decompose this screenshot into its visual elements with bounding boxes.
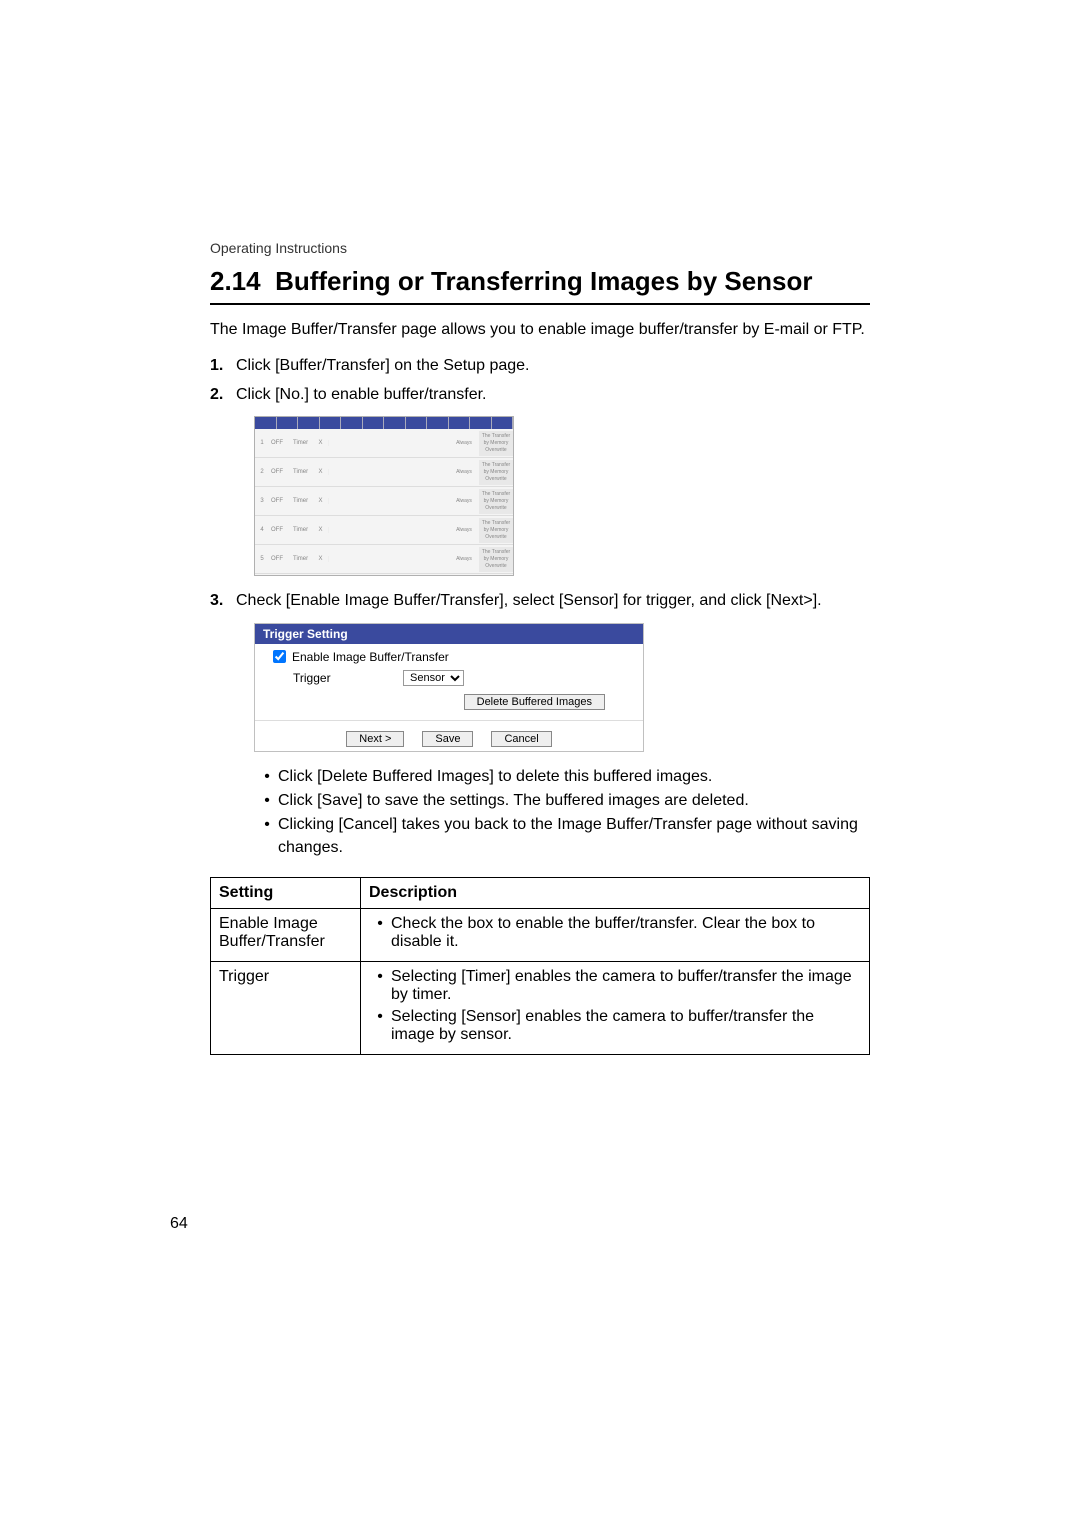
step-3-number: 3. <box>210 590 236 612</box>
section-number: 2.14 <box>210 266 261 296</box>
save-button[interactable]: Save <box>422 731 473 747</box>
step-1-text: Click [Buffer/Transfer] on the Setup pag… <box>236 355 870 377</box>
table-row: Enable Image Buffer/Transfer •Check the … <box>211 909 870 962</box>
cancel-button[interactable]: Cancel <box>491 731 551 747</box>
page-number: 64 <box>170 1215 870 1233</box>
title-divider <box>210 303 870 305</box>
figure-buffer-list: 1OFFTimerXAlwaysThe Transfer by Memory O… <box>254 416 870 576</box>
delete-buffered-images-button[interactable]: Delete Buffered Images <box>464 694 605 710</box>
note-1: •Click [Delete Buffered Images] to delet… <box>256 766 870 788</box>
note-2-text: Click [Save] to save the settings. The b… <box>278 790 870 812</box>
step-2-number: 2. <box>210 384 236 406</box>
figure-trigger-setting: Trigger Setting Enable Image Buffer/Tran… <box>254 623 870 752</box>
section-title-text: Buffering or Transferring Images by Sens… <box>275 266 812 296</box>
cell-desc-enable: •Check the box to enable the buffer/tran… <box>361 909 870 962</box>
note-3-text: Clicking [Cancel] takes you back to the … <box>278 814 870 859</box>
figure1-row: 5OFFTimerXAlwaysThe Transfer by Memory O… <box>255 545 513 574</box>
cell-desc-trigger-sensor: Selecting [Sensor] enables the camera to… <box>391 1008 861 1044</box>
cell-setting-enable: Enable Image Buffer/Transfer <box>211 909 361 962</box>
step-1-number: 1. <box>210 355 236 377</box>
next-button[interactable]: Next > <box>346 731 404 747</box>
enable-buffer-checkbox[interactable] <box>273 650 286 663</box>
table-header-setting: Setting <box>211 878 361 909</box>
step-2: 2. Click [No.] to enable buffer/transfer… <box>210 384 870 406</box>
step-3: 3. Check [Enable Image Buffer/Transfer],… <box>210 590 870 612</box>
note-3: •Clicking [Cancel] takes you back to the… <box>256 814 870 859</box>
note-1-text: Click [Delete Buffered Images] to delete… <box>278 766 870 788</box>
table-row: Trigger •Selecting [Timer] enables the c… <box>211 962 870 1055</box>
figure1-row: 3OFFTimerXAlwaysThe Transfer by Memory O… <box>255 487 513 516</box>
note-2: •Click [Save] to save the settings. The … <box>256 790 870 812</box>
notes-list: •Click [Delete Buffered Images] to delet… <box>210 766 870 860</box>
settings-description-table: Setting Description Enable Image Buffer/… <box>210 877 870 1055</box>
intro-text: The Image Buffer/Transfer page allows yo… <box>210 319 870 341</box>
step-1: 1. Click [Buffer/Transfer] on the Setup … <box>210 355 870 377</box>
cell-desc-enable-text: Check the box to enable the buffer/trans… <box>391 915 861 951</box>
header-label: Operating Instructions <box>210 240 870 256</box>
trigger-setting-title: Trigger Setting <box>255 624 643 644</box>
step-2-text: Click [No.] to enable buffer/transfer. <box>236 384 870 406</box>
section-title: 2.14 Buffering or Transferring Images by… <box>210 266 870 297</box>
trigger-label: Trigger <box>293 671 403 685</box>
figure1-row: 2OFFTimerXAlwaysThe Transfer by Memory O… <box>255 458 513 487</box>
cell-desc-trigger-timer: Selecting [Timer] enables the camera to … <box>391 968 861 1004</box>
cell-setting-trigger: Trigger <box>211 962 361 1055</box>
figure1-row: 4OFFTimerXAlwaysThe Transfer by Memory O… <box>255 516 513 545</box>
cell-desc-trigger: •Selecting [Timer] enables the camera to… <box>361 962 870 1055</box>
figure1-row: 1OFFTimerXAlwaysThe Transfer by Memory O… <box>255 429 513 458</box>
step-3-text: Check [Enable Image Buffer/Transfer], se… <box>236 590 870 612</box>
enable-buffer-label: Enable Image Buffer/Transfer <box>292 650 449 664</box>
table-header-description: Description <box>361 878 870 909</box>
trigger-select[interactable]: Sensor <box>403 670 464 686</box>
